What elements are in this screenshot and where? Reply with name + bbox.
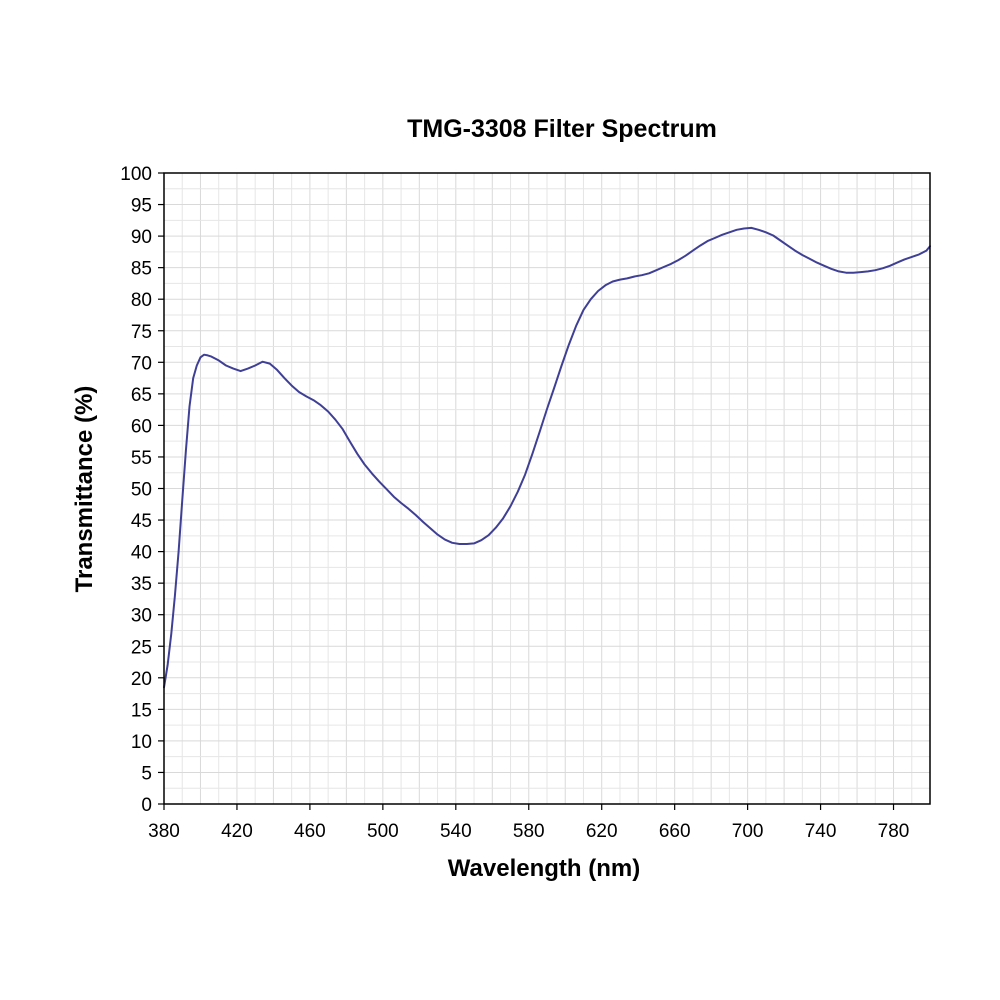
x-tick-label: 420: [221, 821, 253, 842]
y-tick-label: 30: [131, 606, 152, 627]
y-tick-label: 100: [120, 164, 152, 185]
transmittance-series-line: [163, 226, 931, 689]
y-tick-label: 70: [131, 353, 152, 374]
y-tick-label: 10: [131, 732, 152, 753]
y-tick-label: 95: [131, 196, 152, 217]
y-tick-label: 90: [131, 227, 152, 248]
y-tick-label: 0: [141, 795, 152, 816]
y-tick-label: 5: [141, 763, 152, 784]
y-tick-label: 65: [131, 385, 152, 406]
y-tick-label: 75: [131, 322, 152, 343]
y-tick-label: 25: [131, 637, 152, 658]
x-tick-label: 540: [440, 821, 472, 842]
y-tick-label: 80: [131, 290, 152, 311]
x-axis: 380 420 460 500 540 580 620 660 700 740 780: [148, 804, 909, 842]
x-tick-label: 620: [586, 821, 618, 842]
x-tick-label: 460: [294, 821, 326, 842]
y-tick-label: 20: [131, 669, 152, 690]
y-tick-label: 60: [131, 416, 152, 437]
y-tick-label: 50: [131, 480, 152, 501]
x-tick-label: 580: [513, 821, 545, 842]
x-tick-label: 500: [367, 821, 399, 842]
y-tick-label: 15: [131, 700, 152, 721]
y-axis: 0 5 10 15 20 25 30 35 40 45 50 55 60 65 70 75 80 85 90 95 10…: [120, 164, 164, 816]
y-tick-label: 45: [131, 511, 152, 532]
x-tick-label: 700: [732, 821, 764, 842]
x-tick-label: 380: [148, 821, 180, 842]
x-axis-label: Wavelength (nm): [448, 855, 640, 882]
x-tick-label: 660: [659, 821, 691, 842]
x-tick-label: 780: [878, 821, 910, 842]
y-tick-label: 40: [131, 543, 152, 564]
chart-title: TMG-3308 Filter Spectrum: [407, 115, 717, 143]
grid: [164, 173, 930, 804]
series-layer: [163, 226, 931, 689]
y-tick-label: 55: [131, 448, 152, 469]
y-axis-label: Transmittance (%): [71, 386, 98, 593]
y-tick-label: 35: [131, 574, 152, 595]
y-tick-label: 85: [131, 259, 152, 280]
x-tick-label: 740: [805, 821, 837, 842]
